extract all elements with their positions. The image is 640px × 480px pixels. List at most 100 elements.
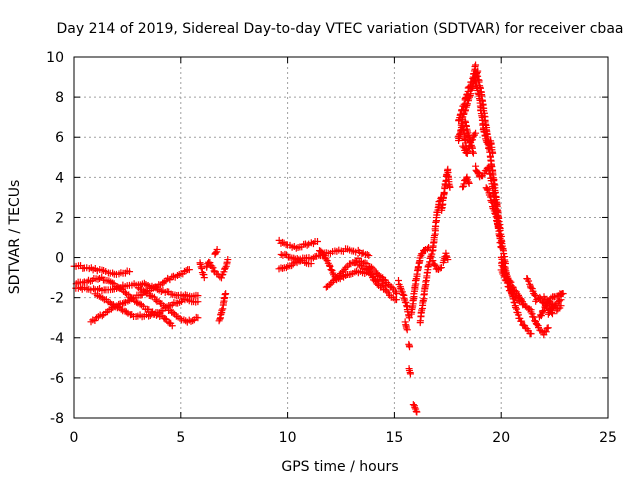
data-point [194,314,202,322]
data-point [544,310,552,318]
data-point [485,166,493,174]
axes: 0 5 10 15 20 25 -8 -6 -4 -2 0 2 4 6 8 10 [46,50,617,446]
data-point [465,133,473,141]
data-point [147,292,155,300]
data-point [79,279,87,287]
data-point [209,264,217,272]
data-point [499,263,507,271]
data-point [518,317,526,325]
data-point [373,280,381,288]
data-point [200,274,208,282]
data-point [329,269,337,277]
data-point [498,262,506,270]
data-point [422,278,430,286]
data-point [326,262,334,270]
data-point [327,280,335,288]
data-point [472,61,480,69]
data-point [109,269,117,277]
data-point [542,328,550,336]
data-point [327,266,335,274]
data-point [187,317,195,325]
data-point [218,306,226,314]
y-tick-label: 10 [46,50,64,66]
y-tick-label: -8 [50,411,64,427]
data-point [423,245,431,253]
data-point [198,265,206,273]
data-point [363,250,371,258]
data-point [444,256,452,264]
data-point [525,277,533,285]
x-tick-label: 25 [599,430,617,446]
data-point [409,401,417,409]
y-tick-label: 8 [55,90,64,106]
data-point [527,284,535,292]
data-point [480,128,488,136]
data-point [224,256,232,264]
data-point [216,315,224,323]
data-point [497,244,505,252]
data-point [403,326,411,334]
data-point [540,307,548,315]
data-point [351,268,359,276]
y-tick-label: 6 [55,130,64,146]
data-point [547,294,555,302]
data-point [314,238,322,246]
data-point [526,305,534,313]
data-point [288,262,296,270]
data-point [167,290,175,298]
data-point [365,252,373,260]
x-axis-title: GPS time / hours [281,459,398,475]
data-point [322,255,330,263]
data-point [418,306,426,314]
data-point [309,254,317,262]
data-point [533,320,541,328]
data-point [512,303,520,311]
y-tick-label: 4 [55,170,64,186]
x-tick-label: 10 [279,430,297,446]
data-point [506,277,514,285]
data-point [411,404,419,412]
data-point [489,149,497,157]
data-point [109,279,117,287]
data-point [413,408,421,416]
data-point [544,324,552,332]
data-point [424,262,432,270]
data-point [519,298,527,306]
data-point [119,300,127,308]
data-point [217,310,225,318]
data-point [493,217,501,225]
data-point [474,72,482,80]
data-point [99,294,107,302]
data-point [460,100,468,108]
data-point [537,312,545,320]
data-point [472,129,480,137]
data-point [126,268,134,276]
data-point [465,178,473,186]
data-point [163,303,171,311]
x-tick-label: 0 [70,430,79,446]
data-point [531,291,539,299]
data-point [465,179,473,187]
data-point [375,272,383,280]
data-point [221,264,229,272]
data-point [517,296,525,304]
x-tick-label: 15 [385,430,403,446]
data-point [213,246,221,254]
data-point [90,285,98,293]
data-point [437,264,445,272]
data-point [94,275,102,283]
data-point [491,209,499,217]
x-tick-label: 20 [492,430,510,446]
data-point [172,312,180,320]
data-point [461,95,469,103]
data-point [157,287,165,295]
data-point [495,223,503,231]
chart-title: Day 214 of 2019, Sidereal Day-to-day VTE… [57,21,624,37]
data-point [446,183,454,191]
plot-frame [73,56,609,419]
data-point [185,266,193,274]
data-point [458,106,466,114]
data-point [381,286,389,294]
